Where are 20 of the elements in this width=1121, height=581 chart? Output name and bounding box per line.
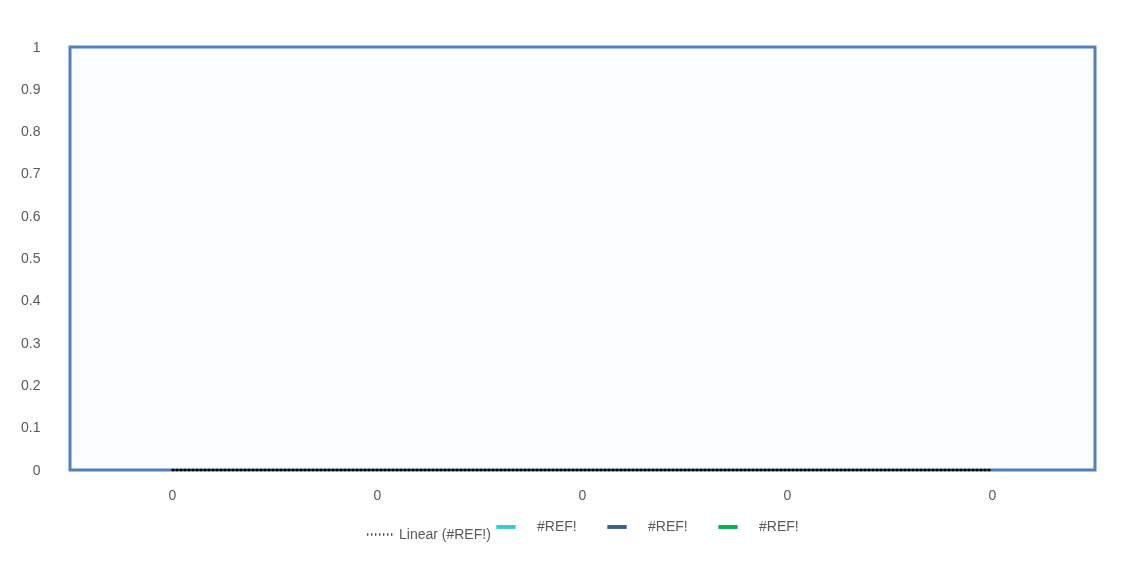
y-tick-label: 0.6 — [21, 207, 41, 224]
y-tick-label: 1 — [32, 38, 41, 55]
x-tick-label: 0 — [988, 486, 997, 503]
y-tick-label: 0.7 — [21, 165, 41, 182]
x-tick-label: 0 — [168, 486, 177, 503]
legend-label: #REF! — [648, 518, 688, 534]
y-tick-label: 0.5 — [21, 250, 41, 266]
y-tick-label: 0.3 — [21, 334, 41, 351]
x-tick-label: 0 — [783, 486, 792, 503]
y-tick-label: 0.4 — [21, 292, 41, 309]
legend-label: #REF! — [759, 518, 799, 534]
y-tick-label: 0 — [32, 461, 41, 478]
x-tick-label: 0 — [373, 486, 382, 503]
y-tick-label: 0.9 — [21, 80, 41, 97]
x-tick-label: 0 — [578, 486, 587, 503]
y-tick-label: 0.2 — [21, 376, 41, 393]
legend-label: Linear (#REF!) — [399, 525, 491, 542]
legend-label: #REF! — [537, 518, 577, 534]
y-tick-label: 0.1 — [21, 419, 41, 436]
y-tick-label: 0.8 — [21, 123, 41, 140]
